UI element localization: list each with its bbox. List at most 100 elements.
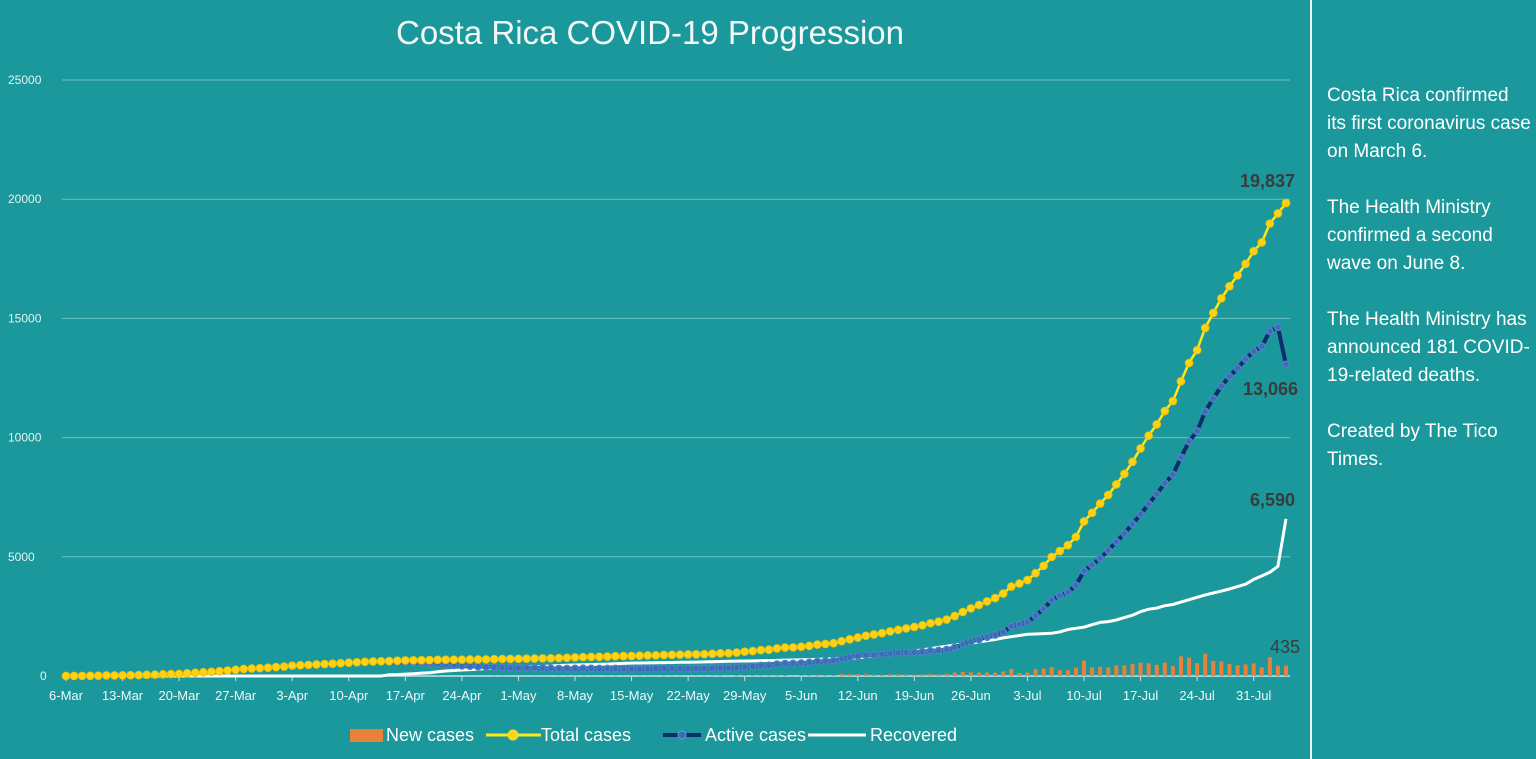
total-cases-point <box>239 664 249 674</box>
total-cases-point <box>69 671 79 681</box>
active-cases-point <box>845 653 854 662</box>
new-cases-bar <box>1259 667 1264 676</box>
info-panel: Costa Rica confirmed its first coronavir… <box>1327 82 1532 502</box>
total-cases-point <box>1039 561 1048 571</box>
total-cases-point <box>1168 396 1178 406</box>
total-cases-point <box>401 656 410 665</box>
active-cases-point <box>781 659 790 668</box>
new-cases-bar <box>1073 667 1078 676</box>
active-cases-point <box>1281 360 1291 369</box>
active-cases-point <box>926 646 935 655</box>
total-cases-point <box>974 600 984 610</box>
y-tick-label: 5000 <box>8 550 35 564</box>
active-cases-point <box>910 648 919 657</box>
active-cases-point <box>1007 622 1016 631</box>
active-cases-point <box>740 662 749 671</box>
total-cases-point <box>764 645 774 654</box>
new-cases-bar <box>1001 671 1006 676</box>
new-cases-bar <box>944 673 949 676</box>
new-cases-bar <box>976 672 981 676</box>
total-cases-point <box>368 657 378 666</box>
x-tick-label: 5-Jun <box>785 688 818 703</box>
new-cases-bar <box>1114 665 1119 676</box>
total-cases-point <box>1249 246 1258 256</box>
total-cases-point <box>805 641 814 651</box>
total-cases-point <box>716 649 725 658</box>
chart-plot: 0 5000 10000 15000 20000 25000 6-Mar 13-Mar 20-M… <box>8 73 1291 703</box>
info-paragraph: The Health Ministry confirmed a second w… <box>1327 197 1493 274</box>
new-cases-bar <box>831 675 836 676</box>
active-cases-point <box>1209 394 1218 403</box>
y-tick-label: 0 <box>40 669 47 683</box>
total-cases-point <box>61 671 71 681</box>
new-cases-bar <box>1017 673 1022 676</box>
active-cases-point <box>498 663 507 672</box>
new-cases-bar <box>1146 663 1151 676</box>
total-cases-point <box>756 645 766 655</box>
total-cases-point <box>441 655 451 665</box>
active-cases-point <box>619 664 628 673</box>
total-cases-point <box>1063 540 1073 550</box>
total-cases-point <box>1217 294 1226 303</box>
total-cases-point <box>1257 238 1267 247</box>
active-cases-point <box>1063 588 1072 597</box>
active-cases-point <box>1160 479 1169 488</box>
total-cases-point <box>247 664 257 673</box>
info-paragraph: Costa Rica confirmed its first coronavir… <box>1327 85 1531 162</box>
total-cases-point <box>1112 480 1121 489</box>
total-cases-point <box>780 643 790 652</box>
total-cases-point <box>425 655 434 665</box>
total-cases-point <box>530 654 539 663</box>
active-cases-point <box>1015 620 1024 629</box>
info-paragraph: The Health Ministry has announced 181 CO… <box>1327 309 1530 386</box>
legend-recovered: Recovered <box>808 724 957 746</box>
total-cases-point <box>1233 271 1242 280</box>
new-cases-bar <box>807 675 812 676</box>
total-cases-point <box>885 627 895 636</box>
total-cases-point <box>304 660 313 670</box>
total-cases-point <box>1152 420 1162 429</box>
total-cases-point <box>1241 259 1250 269</box>
active-cases-point <box>1071 581 1080 590</box>
total-cases-point <box>740 647 749 656</box>
total-cases-point <box>562 653 572 663</box>
total-cases-point <box>1192 345 1202 355</box>
new-cases-bar <box>1267 657 1272 676</box>
active-cases-point <box>627 664 636 673</box>
total-cases-point <box>619 651 628 661</box>
total-cases-point <box>174 669 184 679</box>
new-cases-bar <box>1057 670 1062 676</box>
new-cases-bar <box>783 675 788 676</box>
active-cases-point <box>813 657 822 666</box>
y-tick-label: 10000 <box>8 431 42 445</box>
total-cases-point <box>287 661 297 670</box>
active-cases-point <box>708 664 717 673</box>
new-cases-bar <box>1138 662 1143 676</box>
x-tick-label: 1-May <box>500 688 537 703</box>
total-cases-point <box>1023 575 1032 585</box>
x-tick-label: 17-Apr <box>386 688 426 703</box>
total-cases-point <box>344 658 354 667</box>
new-cases-bar <box>1009 668 1014 676</box>
new-cases-last-label: 435 <box>1270 637 1301 657</box>
active-cases-point <box>1088 560 1097 570</box>
recovered-line <box>66 518 1288 678</box>
total-cases-point <box>417 655 426 665</box>
total-cases-point <box>457 655 467 664</box>
active-cases-point <box>999 628 1008 637</box>
x-tick-label: 20-Mar <box>159 688 201 703</box>
new-cases-bar <box>985 672 990 676</box>
total-cases-point <box>223 666 232 675</box>
active-cases-point <box>474 662 483 671</box>
total-cases-point <box>522 654 531 664</box>
active-cases-point <box>1233 364 1242 373</box>
y-tick-label: 25000 <box>8 73 42 87</box>
new-cases-bar <box>1130 663 1135 676</box>
new-cases-bar <box>904 674 909 676</box>
chart-title: Costa Rica COVID-19 Progression <box>395 14 905 51</box>
total-cases-point <box>126 670 135 680</box>
new-cases-bar <box>774 674 779 676</box>
legend-swatch-total-cases <box>486 729 541 741</box>
active-cases-point <box>1249 347 1258 356</box>
total-cases-point <box>699 649 709 659</box>
